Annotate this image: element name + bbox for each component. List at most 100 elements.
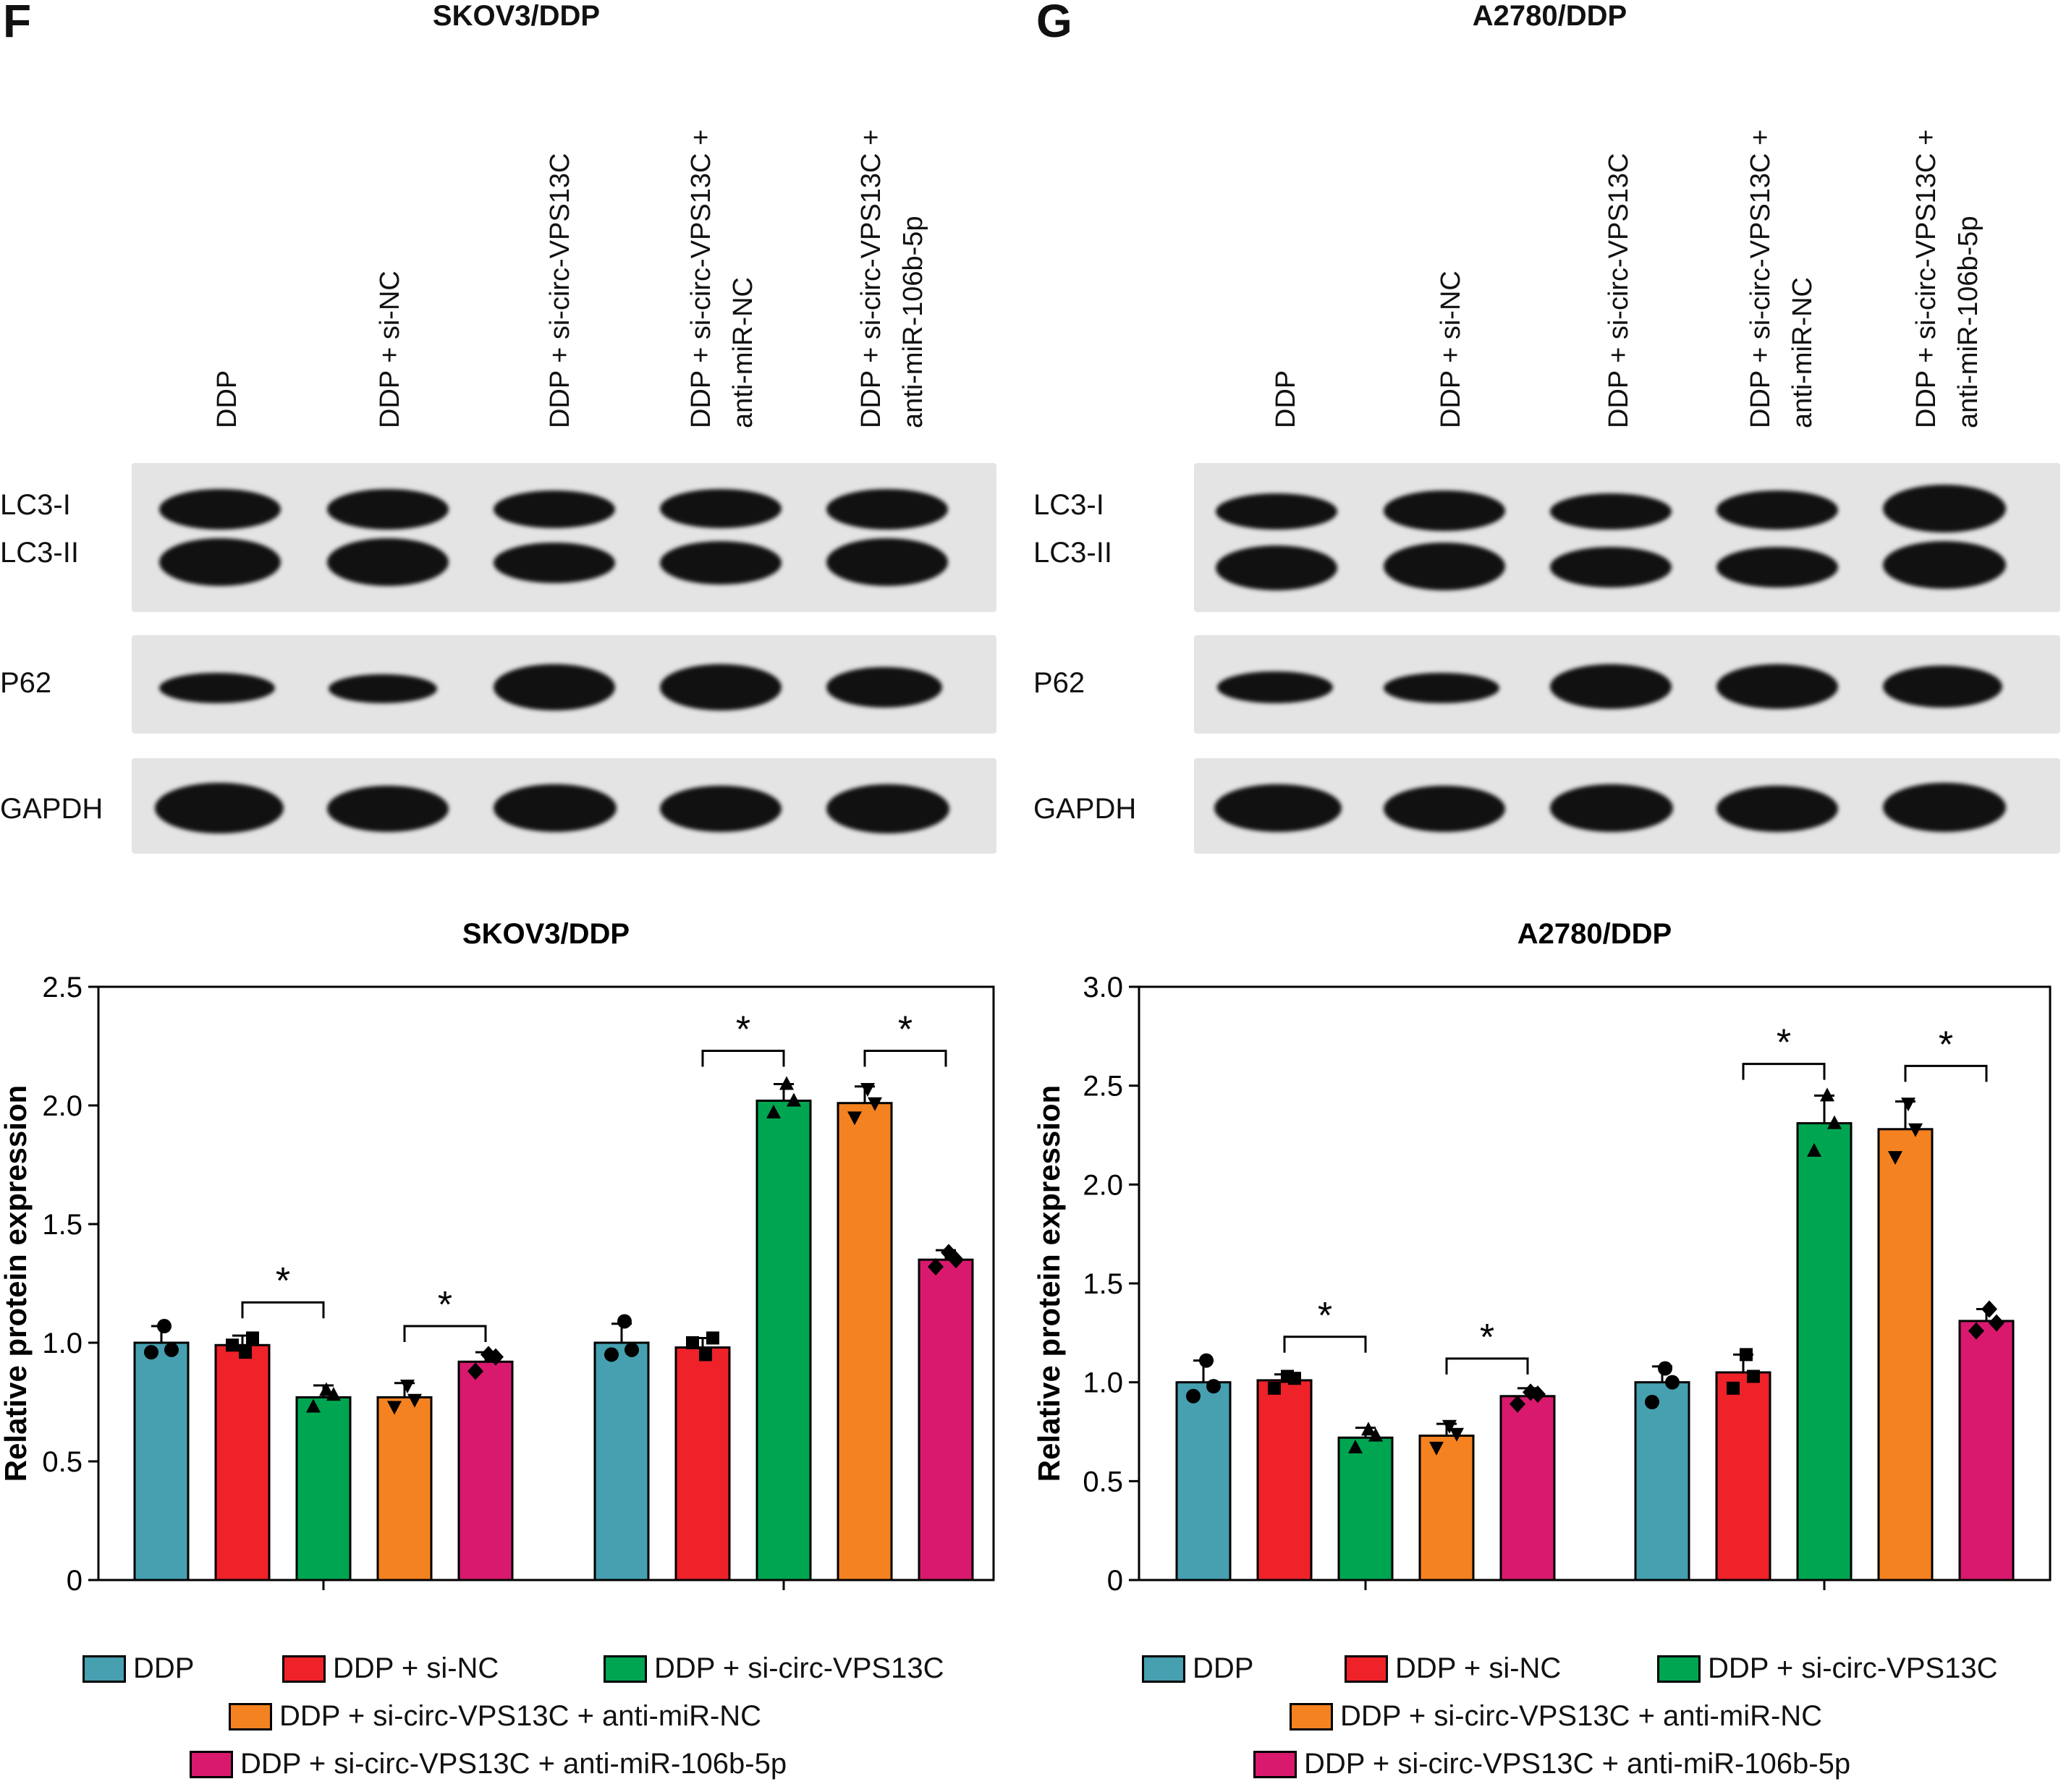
band [826, 667, 942, 708]
data-point [407, 1393, 422, 1408]
data-point [164, 1342, 179, 1357]
bar [1256, 1379, 1313, 1581]
y-tick-label: 2.5 [1083, 1071, 1123, 1103]
blot-title: A2780/DDP [1472, 0, 1627, 32]
band [1384, 673, 1499, 703]
data-point [1361, 1422, 1376, 1436]
y-axis-label: Relative protein expression [0, 1085, 33, 1482]
data-point [1348, 1439, 1363, 1453]
legend-item-ddp: DDP [82, 1652, 194, 1685]
legend-label: DDP [133, 1652, 195, 1684]
significance-bracket [403, 1325, 487, 1343]
data-point [239, 1346, 252, 1359]
chart-title: SKOV3/DDP [462, 918, 630, 950]
legend-label: DDP + si-circ-VPS13C + anti-miR-106b-5p [1304, 1748, 1851, 1780]
data-point [1206, 1379, 1221, 1394]
data-point [847, 1111, 862, 1126]
legend-label: DDP [1193, 1652, 1254, 1684]
data-point [1658, 1361, 1672, 1376]
y-tick-label: 2.0 [42, 1090, 82, 1122]
blot-gapdh [1194, 758, 2060, 854]
legend-swatch [82, 1655, 126, 1683]
data-point [699, 1348, 712, 1362]
band [1550, 664, 1672, 709]
panel-letter: G [1036, 0, 1072, 47]
lane-label: DDP + si-circ-VPS13C + anti-miR-106b-5p [856, 129, 928, 428]
significance-star: * [898, 1009, 913, 1051]
legend-item-si-circ: DDP + si-circ-VPS13C [1657, 1652, 1997, 1685]
lane-label: DDP + si-circ-VPS13C [545, 153, 575, 428]
y-tick-label: 0.5 [42, 1446, 82, 1478]
significance-star: * [1777, 1022, 1791, 1064]
data-point [1901, 1097, 1915, 1112]
band [1550, 547, 1672, 587]
row-label-lc3-i: LC3-I [1033, 489, 1104, 521]
data-point [868, 1097, 882, 1111]
row-label-p62: P62 [1033, 667, 1085, 699]
bar [837, 1102, 893, 1581]
legend-item-si-circ: DDP + si-circ-VPS13C [604, 1652, 944, 1685]
lane-label: DDP [212, 370, 242, 428]
row-label-gapdh: GAPDH [1033, 793, 1137, 825]
data-point [226, 1338, 239, 1352]
legend-swatch [1657, 1655, 1701, 1683]
data-point [306, 1398, 321, 1413]
band [1716, 491, 1838, 530]
y-tick-label: 1.5 [1083, 1268, 1123, 1300]
data-point [686, 1336, 699, 1349]
plot-frame [97, 985, 995, 1581]
y-tick-label: 2.5 [42, 972, 82, 1003]
legend-swatch [1253, 1750, 1297, 1778]
data-point [1268, 1381, 1281, 1395]
panel-g: G A2780/DDP DDP DDP + si-NC DDP + si-cir… [1033, 0, 2066, 1792]
chart-title: A2780/DDP [1517, 918, 1672, 950]
data-point [1288, 1372, 1301, 1385]
significance-star: * [276, 1260, 290, 1302]
band [494, 664, 615, 710]
significance-bracket [1904, 1064, 1988, 1082]
band [1550, 493, 1672, 530]
data-point [488, 1348, 504, 1366]
bar [755, 1099, 812, 1581]
legend-item-anti-mir-106b: DDP + si-circ-VPS13C + anti-miR-106b-5p [190, 1748, 787, 1780]
y-tick-label: 1.5 [42, 1209, 82, 1241]
bar [295, 1396, 352, 1581]
row-label-lc3-i: LC3-I [0, 489, 71, 521]
data-point [326, 1387, 341, 1401]
data-point [766, 1104, 781, 1118]
band [1716, 547, 1838, 587]
bar [1958, 1320, 2015, 1581]
blot-title: SKOV3/DDP [432, 0, 601, 32]
data-point [1665, 1375, 1680, 1390]
legend-item-anti-mir-nc: DDP + si-circ-VPS13C + anti-miR-NC [1290, 1700, 1822, 1733]
band [1716, 664, 1838, 709]
lane-label: DDP + si-NC [1436, 271, 1466, 428]
significance-bracket [863, 1050, 947, 1067]
data-point [1968, 1322, 1984, 1340]
blot-lc3 [1194, 463, 2060, 612]
data-point [860, 1083, 875, 1097]
data-point [1368, 1427, 1383, 1442]
data-point [928, 1258, 944, 1276]
band [155, 783, 284, 833]
significance-star: * [1318, 1295, 1332, 1337]
legend-label: DDP + si-circ-VPS13C + anti-miR-106b-5p [240, 1748, 787, 1780]
legend-label: DDP + si-NC [333, 1652, 499, 1684]
data-point [387, 1401, 402, 1415]
significance-bracket [1445, 1357, 1529, 1375]
legend-label: DDP + si-circ-VPS13C [1708, 1652, 1998, 1684]
panel-letter: F [3, 0, 32, 47]
legend-label: DDP + si-circ-VPS13C [654, 1652, 944, 1684]
lane-label: DDP + si-circ-VPS13C + anti-miR-NC [1745, 129, 1818, 428]
data-point [1449, 1427, 1464, 1442]
band [327, 538, 449, 586]
data-point [157, 1319, 172, 1334]
y-tick-label: 1.0 [42, 1328, 82, 1359]
legend-item-si-nc: DDP + si-NC [1345, 1652, 1561, 1685]
legend-swatch [1142, 1655, 1185, 1683]
band [1883, 541, 2006, 589]
data-point [144, 1345, 158, 1360]
bar [133, 1341, 190, 1581]
significance-bracket [1742, 1063, 1826, 1080]
bar [1715, 1371, 1771, 1581]
